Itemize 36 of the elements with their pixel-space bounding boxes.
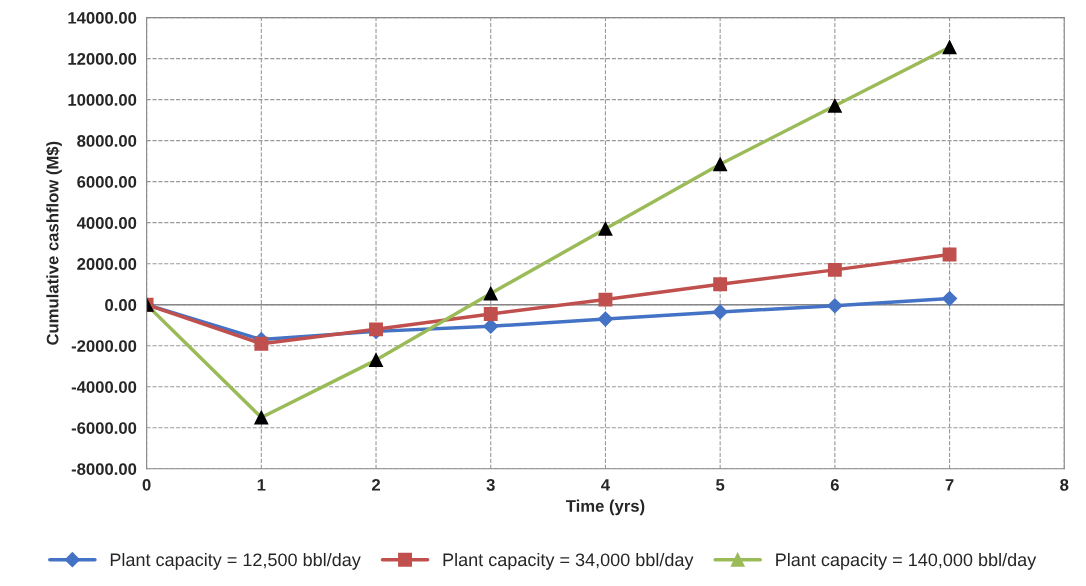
legend-label: Plant capacity = 34,000 bbl/day <box>443 552 694 570</box>
y-tick-label: 2000.00 <box>77 258 137 270</box>
x-tick-label: 1 <box>257 479 266 491</box>
point <box>598 292 613 307</box>
x-tick-label: 8 <box>1060 478 1069 491</box>
point <box>483 307 498 321</box>
y-tick-label: 4000.00 <box>76 217 137 229</box>
x-axis-title: Time (yrs) <box>565 499 645 516</box>
point <box>597 311 614 327</box>
point <box>942 290 958 307</box>
y-tick-label: -8000.00 <box>71 463 137 475</box>
y-tick-label: -2000.00 <box>71 340 137 352</box>
point <box>713 277 728 292</box>
legend-label: Plant capacity = 12,500 bbl/day <box>110 552 361 570</box>
x-tick-label: 0 <box>142 478 151 491</box>
x-tick-label: 5 <box>716 479 725 491</box>
y-tick-label: 8000.00 <box>77 135 137 147</box>
point <box>827 262 842 277</box>
point <box>254 336 269 351</box>
x-tick-label: 6 <box>830 478 839 491</box>
y-tick-label: 12000.00 <box>68 53 137 65</box>
x-tick-label: 7 <box>945 479 954 491</box>
y-axis-title: Cumulative cashflow (M$) <box>46 141 62 345</box>
y-tick-label: -6000.00 <box>71 422 137 434</box>
y-tick-label: 10000.00 <box>68 94 137 106</box>
y-tick-label: -4000.00 <box>71 381 137 393</box>
point <box>942 247 957 262</box>
x-tick-label: 4 <box>601 479 610 491</box>
y-tick-label: 0.00 <box>105 299 137 311</box>
y-tick-label: 6000.00 <box>77 176 137 188</box>
y-tick-label: 14000.00 <box>68 11 137 24</box>
x-tick-label: 2 <box>371 478 380 491</box>
point <box>712 304 728 320</box>
point <box>827 298 843 314</box>
legend-label: Plant capacity = 140,000 bbl/day <box>776 552 1037 570</box>
x-tick-label: 3 <box>486 478 495 491</box>
